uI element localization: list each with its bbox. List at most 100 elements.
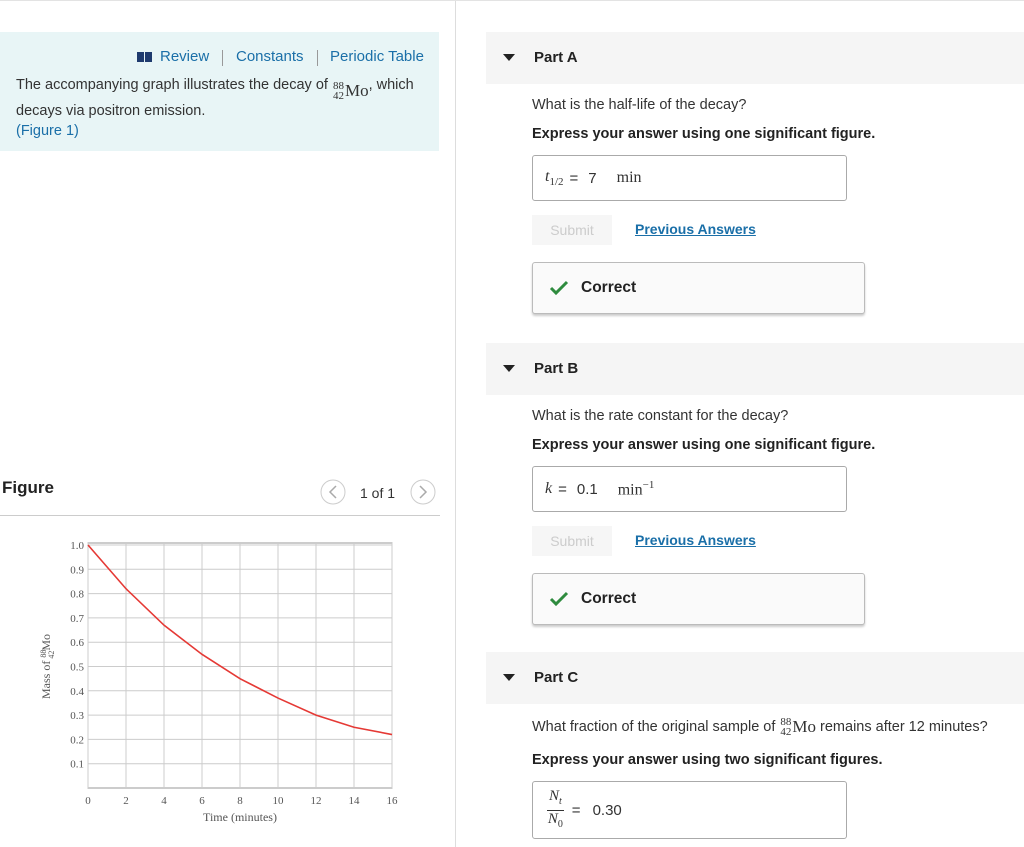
x-tick-label: 8 <box>237 795 243 807</box>
pager <box>320 479 436 505</box>
equals: = <box>571 801 581 819</box>
x-tick-label: 6 <box>199 795 205 807</box>
unit: min <box>617 481 643 499</box>
instruction: Express your answer using one significan… <box>532 437 876 453</box>
intro-text: The accompanying graph illustrates the d… <box>16 75 416 141</box>
isotope: 88 42 Mo <box>779 716 817 738</box>
unit-exponent: −1 <box>642 478 655 491</box>
info-panel: Review Constants Periodic Table The acco… <box>0 32 439 151</box>
answer-box[interactable]: Nt N0 = 0.30 <box>532 781 847 839</box>
answer-unit: min−1 <box>618 479 655 499</box>
answer-box[interactable]: k = 0.1 min−1 <box>532 466 847 512</box>
den-sub: 0 <box>557 818 563 830</box>
element-symbol: Mo <box>792 717 817 736</box>
question: What is the rate constant for the decay? <box>532 408 789 424</box>
y-tick-label: 0.1 <box>70 759 84 771</box>
y-label-mass: 88 <box>39 650 48 658</box>
chart: 0.1 0.2 0.3 0.4 0.5 0.6 0.7 0.8 0.9 1.0 0 2 4 6 8 10 12 1… <box>39 540 399 824</box>
x-tick-label: 4 <box>161 795 167 807</box>
collapse-icon <box>503 54 515 61</box>
collapse-icon <box>503 365 515 372</box>
variable-subscript: 1/2 <box>549 176 564 189</box>
result-text: Correct <box>581 279 637 296</box>
prev-button[interactable] <box>320 479 346 505</box>
x-tick-label: 14 <box>349 795 361 807</box>
question: What is the half-life of the decay? <box>532 97 747 113</box>
answer-value: 0.1 <box>576 480 598 498</box>
y-label-text: Mass of <box>39 661 53 699</box>
mass-number: 88 <box>332 80 344 92</box>
y-tick-label: 0.2 <box>70 734 84 746</box>
x-tick-label: 16 <box>387 795 399 807</box>
x-axis-label: Time (minutes) <box>203 810 277 824</box>
answer-value: 0.30 <box>592 801 622 819</box>
periodic-table-link[interactable]: Periodic Table <box>330 48 424 65</box>
previous-answers-link[interactable]: Previous Answers <box>635 221 756 237</box>
intro-text-before: The accompanying graph illustrates the d… <box>16 77 328 93</box>
answer-box[interactable]: t1/2 = 7 min <box>532 155 847 201</box>
y-tick-label: 0.5 <box>70 662 84 674</box>
submit-button: Submit <box>532 526 612 556</box>
question: What fraction of the original sample of 8… <box>532 716 988 738</box>
den-var: N <box>547 810 558 827</box>
next-button[interactable] <box>410 479 436 505</box>
isotope: 88 42 Mo <box>332 80 369 102</box>
part-title: Part C <box>534 669 579 686</box>
x-tick-label: 10 <box>273 795 285 807</box>
instruction: Express your answer using one significan… <box>532 126 876 142</box>
x-tick-label: 2 <box>123 795 129 807</box>
y-tick-label: 0.9 <box>70 564 84 576</box>
x-tick-label: 12 <box>311 795 322 807</box>
result-text: Correct <box>581 590 637 607</box>
constants-link[interactable]: Constants <box>236 48 304 65</box>
collapse-icon <box>503 674 515 681</box>
y-tick-label: 0.3 <box>70 710 84 722</box>
variable: k <box>545 480 553 497</box>
divider <box>455 0 456 847</box>
separator <box>317 50 318 66</box>
denominator: N0 <box>548 811 563 833</box>
equals: = <box>558 480 567 498</box>
part-header[interactable]: Part C <box>486 652 1024 704</box>
answer-value: 7 <box>588 169 597 187</box>
separator <box>222 50 223 66</box>
question-before: What fraction of the original sample of <box>532 719 776 735</box>
y-axis-label: Mass of 8842Mo <box>39 634 56 699</box>
num-sub: t <box>559 795 562 807</box>
result-box: Correct <box>532 573 865 625</box>
submit-button: Submit <box>532 215 612 245</box>
x-tick-label: 0 <box>85 795 91 807</box>
equals: = <box>569 169 579 187</box>
answer-unit: min <box>617 169 642 187</box>
answer-variable: t1/2 <box>545 168 564 188</box>
instruction: Express your answer using two significan… <box>532 752 883 768</box>
pager-text: 1 of 1 <box>360 485 396 501</box>
y-tick-label: 0.6 <box>70 637 84 649</box>
part-header[interactable]: Part A <box>486 32 1024 84</box>
book-icon <box>137 52 152 62</box>
y-tick-label: 1.0 <box>70 540 84 552</box>
data-line <box>87 544 393 736</box>
question-after: remains after 12 minutes? <box>820 719 988 735</box>
figure-link[interactable]: (Figure 1) <box>16 123 79 139</box>
intro-text-after: , which decays via positron emission. <box>16 77 414 119</box>
figure-rule <box>0 515 440 516</box>
num-var: N <box>549 787 560 804</box>
atomic-number: 42 <box>332 90 344 102</box>
review-link[interactable]: Review <box>160 48 210 65</box>
prev-icon <box>328 485 337 499</box>
check-icon <box>549 280 569 296</box>
y-label-symbol: Mo <box>39 634 53 651</box>
mass-number: 88 <box>780 716 792 728</box>
top-border <box>0 0 1024 1</box>
part-title: Part B <box>534 360 579 377</box>
part-title: Part A <box>534 49 578 66</box>
y-label-atomic: 42 <box>47 651 56 659</box>
y-tick-label: 0.7 <box>70 613 84 625</box>
atomic-number: 42 <box>780 726 792 738</box>
fraction: Nt N0 <box>547 788 564 833</box>
element-symbol: Mo <box>344 81 369 100</box>
previous-answers-link[interactable]: Previous Answers <box>635 532 756 548</box>
part-header[interactable]: Part B <box>486 343 1024 395</box>
